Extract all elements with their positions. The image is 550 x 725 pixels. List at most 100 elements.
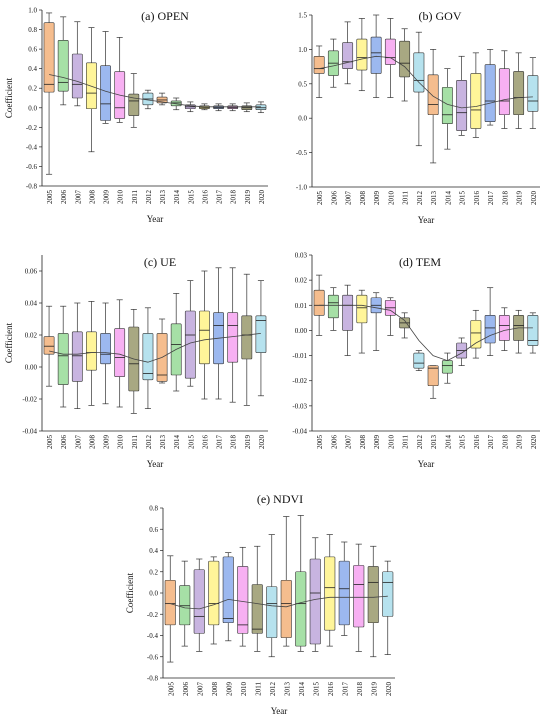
box-2009 [100,31,111,124]
box-body [142,333,154,381]
box-2012 [142,307,154,409]
trend-line [49,333,261,363]
x-axis-label: Year [147,214,164,224]
box-2015 [456,55,468,136]
box-2007 [342,21,354,85]
box-body [184,310,196,379]
x-tick-label: 2019 [370,682,378,697]
x-axis-label: Year [147,459,164,469]
y-tick-label: -0.8 [26,183,38,191]
x-tick-label: 2006 [60,435,68,450]
x-tick-label: 2006 [330,191,338,206]
box-2008 [86,301,97,406]
chart-panel-1: (a) OPEN -0.8 -0.6 -0.4 -0.2 0.0 0.2 0.4 0.6 0.8 1… [4,7,268,224]
box-2014 [441,68,453,150]
box-2018 [227,103,239,112]
box-2015 [456,337,468,366]
y-tick-label: 0.5 [298,80,307,88]
box-2005 [43,12,55,175]
box-2015 [184,280,196,387]
x-tick-label: 2013 [430,191,438,206]
box-2017 [213,267,224,400]
box-body [370,36,382,74]
box-body [251,584,263,634]
x-tick-label: 2016 [473,435,481,450]
box-2020 [382,560,394,655]
box-2016 [324,534,336,647]
y-tick-label: 0.6 [28,46,37,54]
box-2008 [356,18,368,92]
x-tick-label: 2019 [516,435,524,450]
x-tick-label: 2010 [240,682,248,697]
box-body [327,294,339,319]
box-2006 [327,38,339,88]
box-body [222,556,234,624]
x-tick-label: 2019 [516,191,524,206]
box-body [266,586,278,638]
box-2019 [241,273,253,406]
box-2017 [484,287,496,356]
box-body [413,352,425,369]
y-tick-label: -0.4 [147,632,159,640]
y-tick-label: 0.04 [25,300,38,308]
box-body [179,585,191,626]
box-2020 [527,312,539,354]
box-2011 [399,28,411,102]
box-body [241,315,253,360]
box-body [342,294,354,331]
box-2016 [199,270,210,400]
box-2005 [313,45,325,98]
box-body [114,328,126,377]
box-body [484,315,496,344]
x-tick-label: 2005 [316,191,324,206]
box-body [213,105,224,110]
box-2019 [367,545,379,658]
y-tick-label: -0.2 [147,611,159,619]
y-axis-label: Coefficient [4,322,14,363]
box-body [227,105,239,110]
box-body [100,333,111,365]
box-2018 [498,50,510,129]
box-body [498,315,510,341]
trend-line [319,55,533,109]
x-tick-label: 2020 [385,682,393,697]
box-body [353,565,365,628]
x-tick-label: 2009 [103,190,111,205]
chart-panel-3: (c) UE -0.04 -0.02 0.00 0.02 0.04 0.06 Coeffici… [4,255,268,469]
x-tick-label: 2010 [387,435,395,450]
box-2019 [513,309,525,354]
chart-title: (e) NDVI [257,492,303,506]
x-tick-label: 2014 [444,435,452,450]
x-axis-label: Year [418,215,435,225]
box-2007 [71,302,83,409]
box-body [43,22,55,93]
box-body [193,569,205,634]
y-tick-label: 0.8 [28,26,37,34]
x-tick-label: 2018 [230,190,238,205]
box-2016 [470,52,482,138]
y-tick-label: -0.04 [292,428,307,436]
box-body [71,53,83,99]
trend-line [49,74,261,108]
chart-panel-2: (b) GOV -1.0 -0.5 0.0 0.5 1.0 1.5 2005 2006 2007 2… [296,9,540,225]
y-tick-label: 0.4 [28,65,37,73]
x-tick-label: 2015 [459,435,467,450]
x-tick-label: 2006 [330,435,338,450]
y-tick-label: -0.5 [296,149,308,157]
box-body [498,68,510,116]
y-tick-label: -0.01 [292,352,307,360]
x-tick-label: 2017 [216,435,224,450]
x-tick-label: 2015 [187,190,195,205]
box-body [57,40,69,92]
box-body [255,104,267,111]
y-tick-label: -0.2 [26,124,38,132]
y-tick-label: 0.0 [149,590,158,598]
box-2006 [57,16,69,106]
box-body [441,360,453,374]
trend-line [319,304,533,362]
y-tick-label: 0.00 [295,327,308,335]
y-tick-label: -0.02 [22,396,37,404]
box-body [57,333,69,385]
x-tick-label: 2012 [145,435,153,450]
box-2008 [86,27,97,153]
